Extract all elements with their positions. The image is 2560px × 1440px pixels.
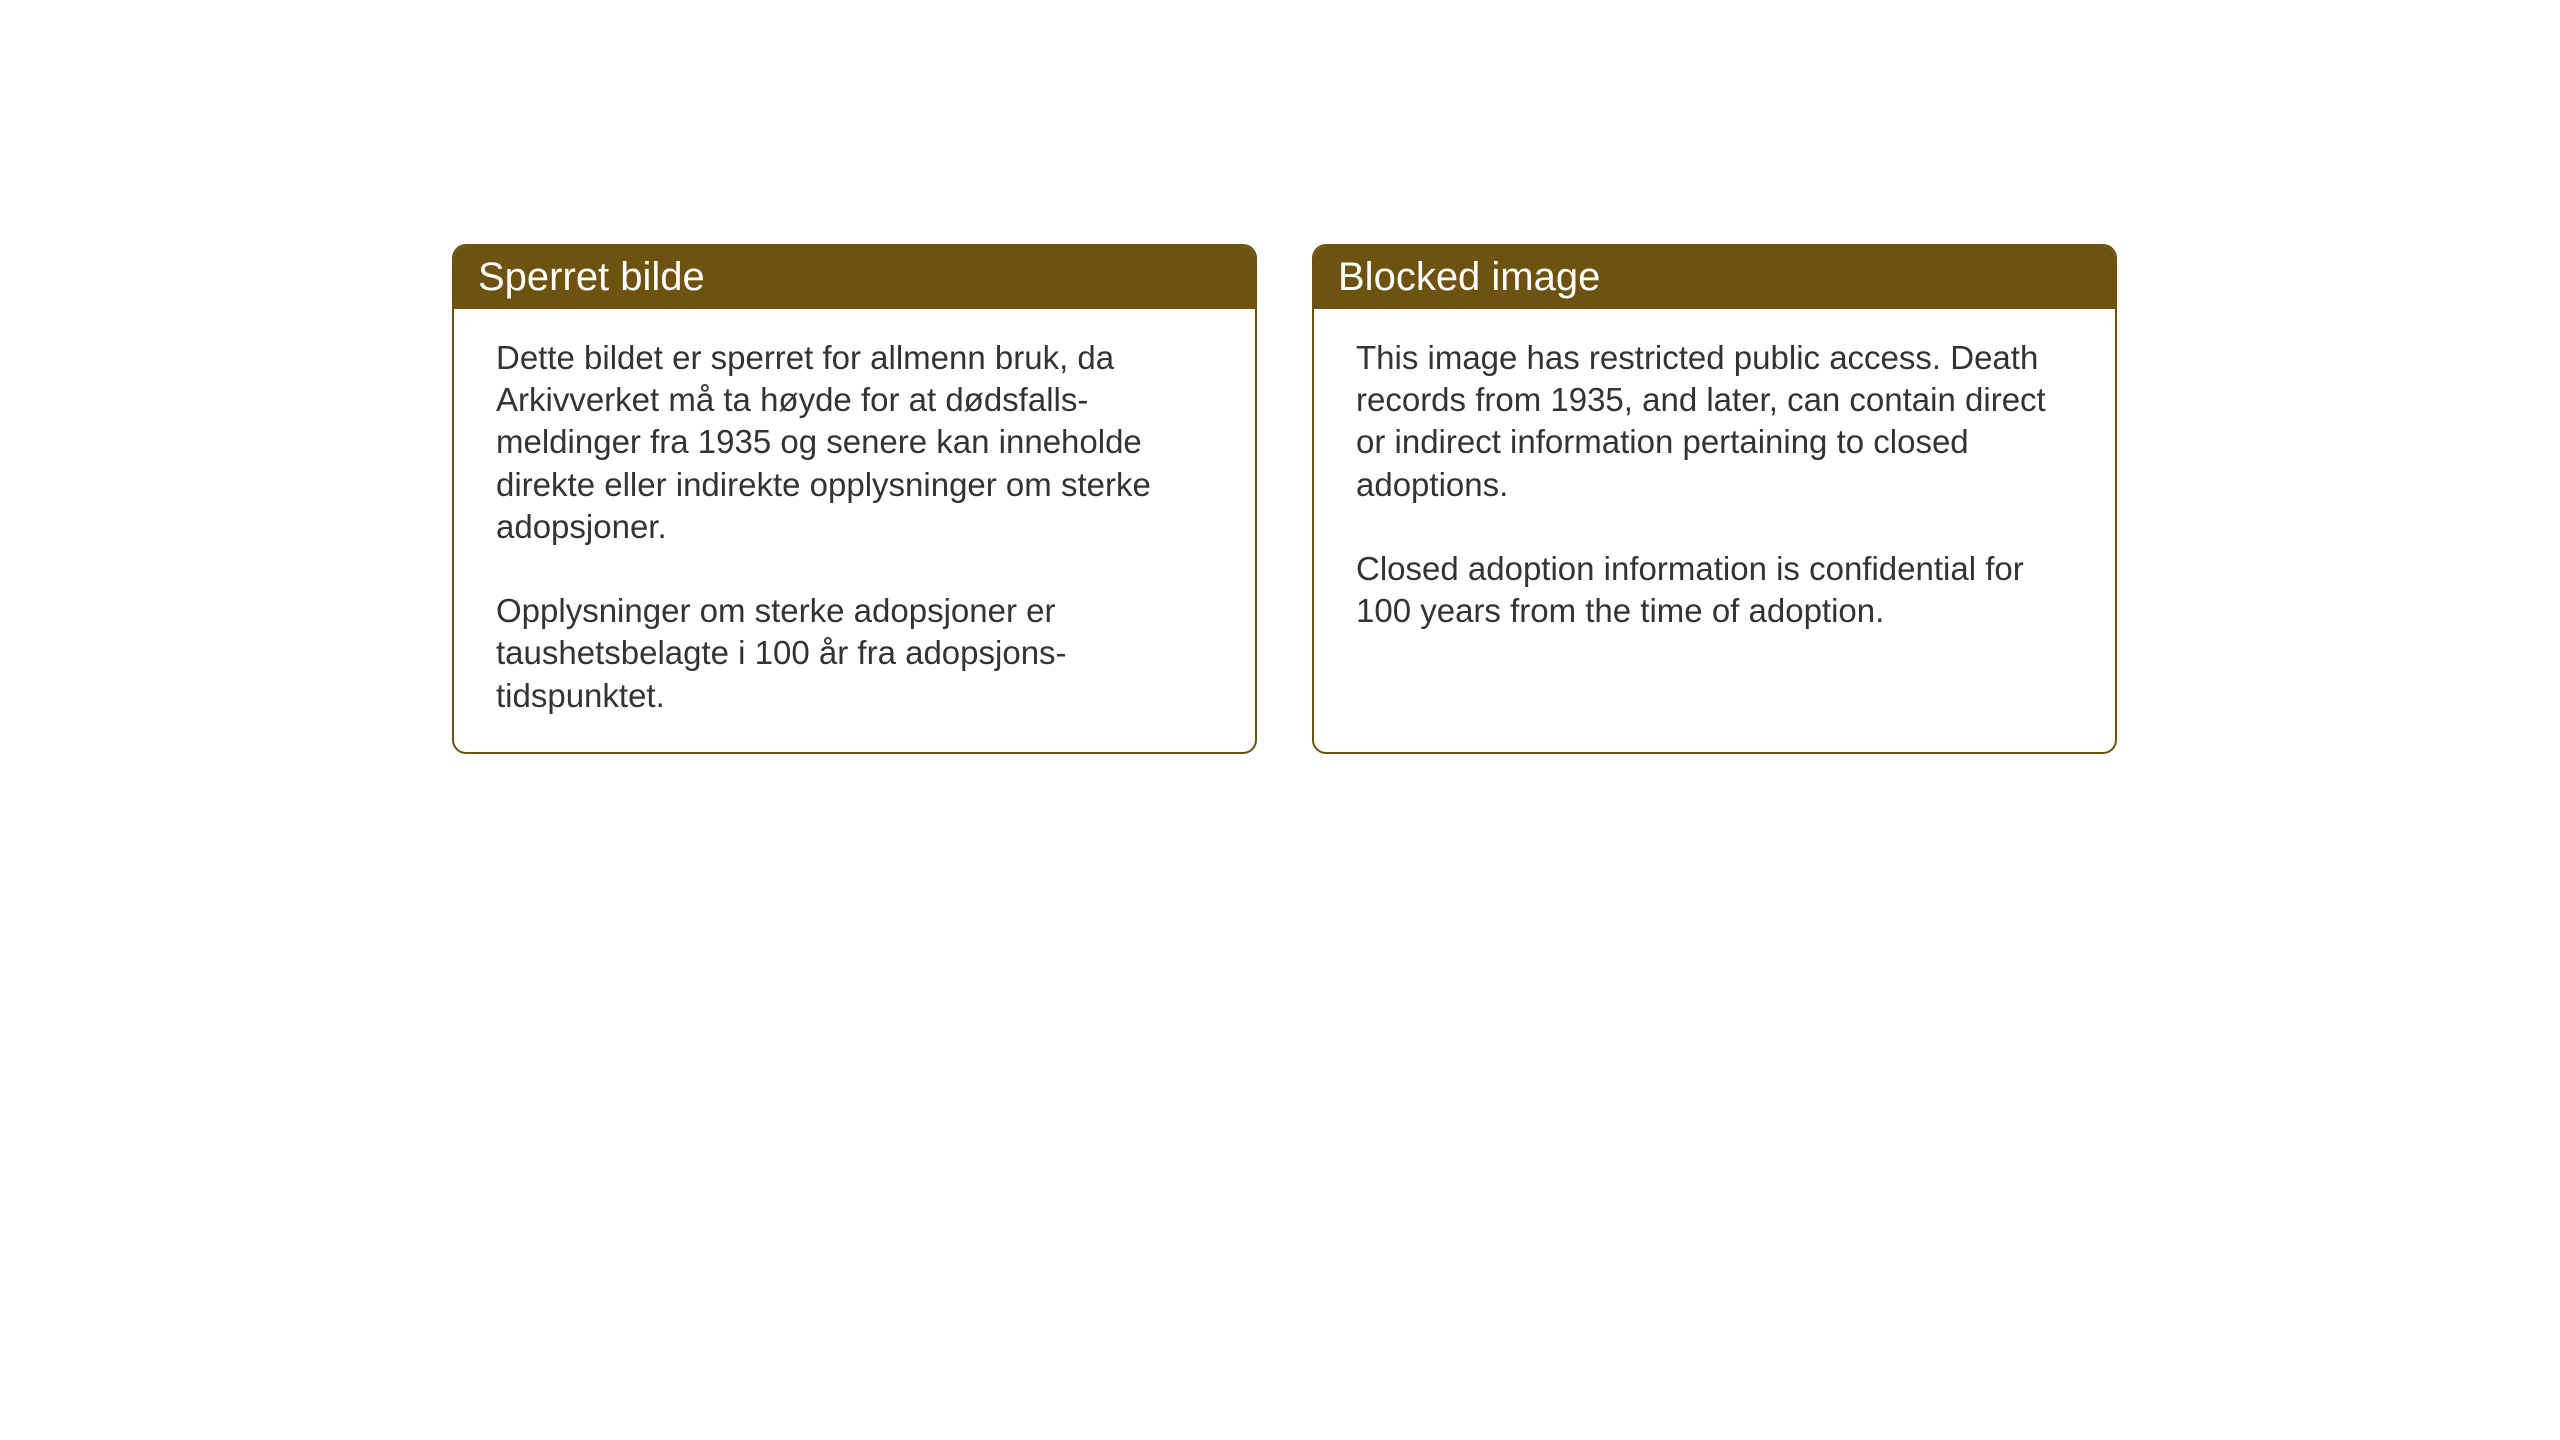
notice-title-norwegian: Sperret bilde: [478, 255, 705, 299]
notice-box-english: Blocked image This image has restricted …: [1312, 244, 2117, 754]
notice-title-english: Blocked image: [1338, 255, 1600, 299]
notice-paragraph-1-norwegian: Dette bildet er sperret for allmenn bruk…: [496, 337, 1213, 548]
notice-paragraph-2-norwegian: Opplysninger om sterke adopsjoner er tau…: [496, 590, 1213, 717]
notice-body-norwegian: Dette bildet er sperret for allmenn bruk…: [454, 309, 1255, 753]
notice-paragraph-2-english: Closed adoption information is confident…: [1356, 548, 2073, 632]
notice-container: Sperret bilde Dette bildet er sperret fo…: [0, 0, 2560, 754]
notice-header-english: Blocked image: [1314, 246, 2115, 309]
notice-box-norwegian: Sperret bilde Dette bildet er sperret fo…: [452, 244, 1257, 754]
notice-paragraph-1-english: This image has restricted public access.…: [1356, 337, 2073, 506]
notice-body-english: This image has restricted public access.…: [1314, 309, 2115, 668]
notice-header-norwegian: Sperret bilde: [454, 246, 1255, 309]
